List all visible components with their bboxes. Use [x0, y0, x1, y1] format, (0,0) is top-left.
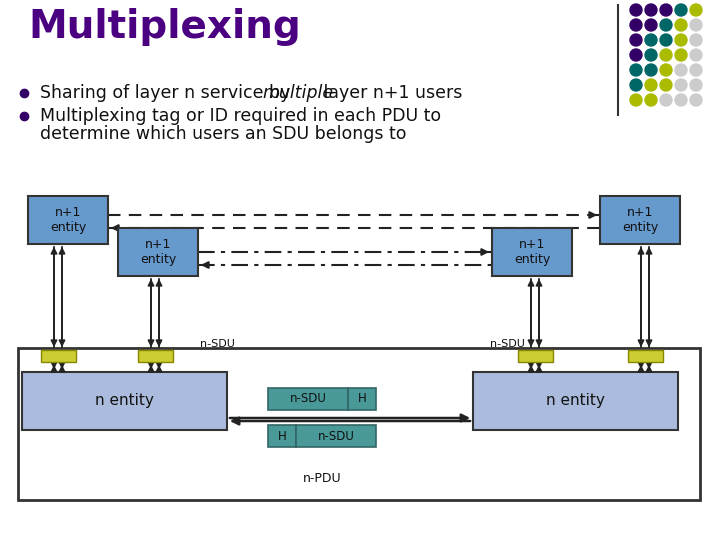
Bar — [492, 228, 572, 276]
Circle shape — [645, 94, 657, 106]
Circle shape — [645, 4, 657, 16]
Circle shape — [675, 79, 687, 91]
Text: Multiplexing: Multiplexing — [28, 8, 301, 46]
Circle shape — [660, 94, 672, 106]
Text: Sharing of layer n service by: Sharing of layer n service by — [40, 84, 296, 102]
Bar — [600, 196, 680, 244]
Circle shape — [690, 34, 702, 46]
Circle shape — [690, 79, 702, 91]
Bar — [268, 388, 348, 410]
Circle shape — [630, 19, 642, 31]
Circle shape — [660, 4, 672, 16]
Circle shape — [645, 34, 657, 46]
Bar — [296, 425, 376, 447]
Circle shape — [690, 64, 702, 76]
Text: n-PDU: n-PDU — [302, 471, 341, 484]
Bar — [40, 350, 76, 362]
Circle shape — [645, 79, 657, 91]
Text: n+1
entity: n+1 entity — [140, 238, 176, 266]
Bar — [22, 372, 227, 430]
Circle shape — [660, 49, 672, 61]
Circle shape — [630, 49, 642, 61]
Text: n-SDU: n-SDU — [289, 393, 326, 406]
Circle shape — [690, 4, 702, 16]
Bar — [268, 425, 296, 447]
Bar — [473, 372, 678, 430]
Circle shape — [660, 19, 672, 31]
Text: H: H — [278, 429, 287, 442]
Circle shape — [675, 34, 687, 46]
Circle shape — [690, 94, 702, 106]
Circle shape — [645, 19, 657, 31]
Bar — [348, 388, 376, 410]
Text: n entity: n entity — [546, 394, 605, 408]
Text: n+1
entity: n+1 entity — [514, 238, 550, 266]
Circle shape — [645, 64, 657, 76]
Circle shape — [630, 79, 642, 91]
Circle shape — [675, 19, 687, 31]
Circle shape — [630, 94, 642, 106]
Text: n+1
entity: n+1 entity — [50, 206, 86, 234]
Text: determine which users an SDU belongs to: determine which users an SDU belongs to — [40, 125, 407, 143]
Text: H: H — [358, 393, 366, 406]
Bar — [18, 348, 700, 500]
Circle shape — [630, 64, 642, 76]
Text: n-SDU: n-SDU — [318, 429, 354, 442]
Circle shape — [630, 34, 642, 46]
Bar — [518, 350, 552, 362]
Text: multiple: multiple — [262, 84, 333, 102]
Circle shape — [660, 64, 672, 76]
Text: Multiplexing tag or ID required in each PDU to: Multiplexing tag or ID required in each … — [40, 107, 441, 125]
Text: n+1
entity: n+1 entity — [622, 206, 658, 234]
Circle shape — [690, 19, 702, 31]
Bar — [118, 228, 198, 276]
Text: layer n+1 users: layer n+1 users — [318, 84, 462, 102]
Text: n entity: n entity — [95, 394, 154, 408]
Circle shape — [630, 4, 642, 16]
Circle shape — [675, 4, 687, 16]
Bar — [28, 196, 108, 244]
Text: n-SDU: n-SDU — [490, 339, 525, 349]
Circle shape — [660, 79, 672, 91]
Bar — [138, 350, 173, 362]
Circle shape — [660, 34, 672, 46]
Circle shape — [690, 49, 702, 61]
Bar — [628, 350, 662, 362]
Circle shape — [675, 49, 687, 61]
Text: n-SDU: n-SDU — [200, 339, 235, 349]
Circle shape — [675, 94, 687, 106]
Circle shape — [645, 49, 657, 61]
Circle shape — [675, 64, 687, 76]
